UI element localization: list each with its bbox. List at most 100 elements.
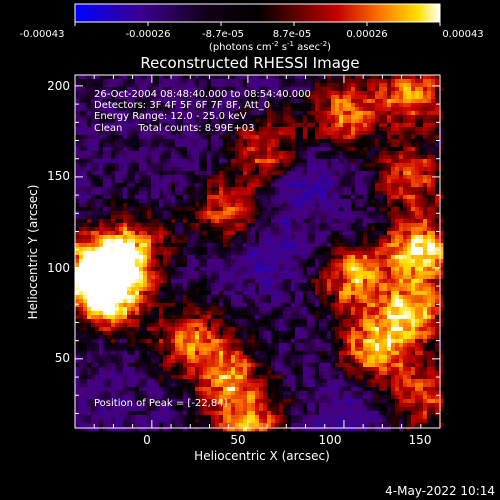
heatmap-cell	[207, 247, 212, 252]
heatmap-cell	[415, 75, 420, 80]
heatmap-cell	[75, 219, 80, 224]
heatmap-cell	[383, 263, 388, 268]
heatmap-cell	[355, 195, 360, 200]
heatmap-cell	[403, 275, 408, 280]
heatmap-cell	[91, 283, 96, 288]
heatmap-cell	[347, 159, 352, 164]
heatmap-cell	[167, 155, 172, 160]
heatmap-cell	[87, 119, 92, 124]
heatmap-cell	[291, 259, 296, 264]
heatmap-cell	[407, 131, 412, 136]
heatmap-cell	[411, 159, 416, 164]
heatmap-cell	[79, 151, 84, 156]
heatmap-cell	[327, 199, 332, 204]
heatmap-cell	[355, 275, 360, 280]
heatmap-cell	[119, 287, 124, 292]
heatmap-cell	[139, 195, 144, 200]
heatmap-cell	[195, 87, 200, 92]
heatmap-cell	[251, 83, 256, 88]
heatmap-cell	[183, 131, 188, 136]
heatmap-cell	[375, 207, 380, 212]
heatmap-cell	[291, 199, 296, 204]
heatmap-cell	[295, 287, 300, 292]
heatmap-cell	[315, 175, 320, 180]
heatmap-cell	[83, 131, 88, 136]
heatmap-cell	[171, 155, 176, 160]
heatmap-cell	[415, 127, 420, 132]
heatmap-cell	[223, 267, 228, 272]
heatmap-cell	[227, 103, 232, 108]
heatmap-cell	[247, 275, 252, 280]
heatmap-cell	[403, 235, 408, 240]
heatmap-cell	[375, 263, 380, 268]
heatmap-cell	[387, 111, 392, 116]
heatmap-cell	[395, 199, 400, 204]
heatmap-cell	[351, 127, 356, 132]
heatmap-cell	[95, 75, 100, 80]
heatmap-cell	[435, 135, 440, 140]
heatmap-cell	[163, 267, 168, 272]
heatmap-cell	[103, 127, 108, 132]
heatmap-cell	[371, 175, 376, 180]
heatmap-cell	[311, 239, 316, 244]
heatmap-cell	[403, 223, 408, 228]
heatmap-cell	[199, 287, 204, 292]
heatmap-cell	[131, 227, 136, 232]
heatmap-cell	[223, 259, 228, 264]
heatmap-cell	[235, 123, 240, 128]
heatmap-cell	[259, 231, 264, 236]
heatmap-cell	[383, 139, 388, 144]
heatmap-cell	[423, 111, 428, 116]
heatmap-cell	[135, 171, 140, 176]
heatmap-cell	[239, 259, 244, 264]
heatmap-cell	[203, 223, 208, 228]
heatmap-cell	[299, 247, 304, 252]
heatmap-cell	[243, 191, 248, 196]
heatmap-cell	[235, 143, 240, 148]
heatmap-cell	[167, 115, 172, 120]
heatmap-cell	[323, 143, 328, 148]
heatmap-cell	[135, 211, 140, 216]
heatmap-cell	[399, 187, 404, 192]
heatmap-cell	[211, 231, 216, 236]
heatmap-cell	[143, 267, 148, 272]
heatmap-cell	[239, 191, 244, 196]
heatmap-cell	[383, 87, 388, 92]
heatmap-cell	[175, 119, 180, 124]
heatmap-cell	[371, 171, 376, 176]
heatmap-cell	[435, 111, 440, 116]
heatmap-cell	[79, 271, 84, 276]
heatmap-cell	[295, 279, 300, 284]
heatmap-cell	[375, 167, 380, 172]
heatmap-cell	[351, 147, 356, 152]
heatmap-cell	[339, 183, 344, 188]
heatmap-cell	[243, 195, 248, 200]
heatmap-cell	[227, 167, 232, 172]
heatmap-cell	[439, 171, 444, 176]
heatmap-cell	[171, 91, 176, 96]
heatmap-cell	[235, 103, 240, 108]
heatmap-cell	[419, 119, 424, 124]
heatmap-cell	[171, 255, 176, 260]
heatmap-cell	[403, 171, 408, 176]
heatmap-cell	[195, 175, 200, 180]
heatmap-cell	[99, 259, 104, 264]
heatmap-cell	[395, 259, 400, 264]
heatmap-cell	[367, 115, 372, 120]
heatmap-cell	[247, 119, 252, 124]
heatmap-cell	[271, 203, 276, 208]
heatmap-cell	[83, 211, 88, 216]
heatmap-cell	[419, 163, 424, 168]
heatmap-cell	[315, 247, 320, 252]
heatmap-cell	[287, 227, 292, 232]
heatmap-cell	[199, 131, 204, 136]
heatmap-cell	[203, 83, 208, 88]
heatmap-cell	[119, 199, 124, 204]
heatmap-cell	[219, 207, 224, 212]
heatmap-cell	[431, 215, 436, 220]
heatmap-cell	[207, 143, 212, 148]
heatmap-cell	[271, 151, 276, 156]
heatmap-cell	[115, 263, 120, 268]
heatmap-cell	[219, 79, 224, 84]
heatmap-cell	[359, 275, 364, 280]
